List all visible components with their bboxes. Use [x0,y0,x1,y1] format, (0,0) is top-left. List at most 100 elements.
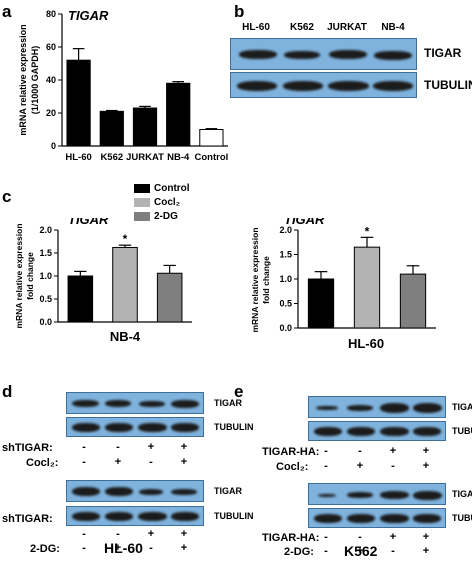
y-tick-label: 1.0 [279,274,292,284]
y-axis-label: mRNA relative expression [14,223,24,328]
chart-title: TIGAR [68,8,109,23]
d1-row2-sign: + [114,456,122,468]
y-axis-label: (1/1000 GAPDH) [30,46,40,115]
row-label-d2-tigar: TIGAR [214,486,242,496]
e2-row2-sign: + [422,545,430,557]
row-label-e2-tubulin: TUBULIN [452,513,472,523]
e2-row2-sign: - [324,545,328,557]
d-cell-line: HL-60 [104,540,143,556]
panel-letter-a: a [2,2,12,21]
bar [353,246,381,329]
y-tick-label: 2.0 [279,225,292,235]
y-tick-label: 1.0 [39,271,52,281]
e2-row1-sign: + [389,531,397,543]
bar [132,107,158,147]
e-cell-line: K562 [344,543,378,559]
row-label-d2-tubulin: TUBULIN [214,511,254,521]
bar [156,272,183,323]
legend-swatch-2dg [134,212,150,221]
blot-d2-tubulin [66,506,204,526]
d2-row2-label: 2-DG: [30,543,60,555]
e2-row1-label: TIGAR-HA: [262,532,320,544]
bar [112,246,138,323]
lane-label-hl60: HL-60 [242,22,270,33]
y-tick-label: 2.0 [39,225,52,235]
bar [307,278,335,329]
legend-label-control: Control [154,183,190,194]
panel-letter-c: c [2,187,12,206]
e2-row1-sign: - [358,531,362,543]
e1-row1-sign: + [389,445,397,457]
d2-row1-sign: + [180,528,188,540]
row-label-e1-tubulin: TUBULIN [452,426,472,436]
blot-d1-tubulin [66,417,204,437]
row-label-d1-tigar: TIGAR [214,398,242,408]
y-tick-label: 40 [46,75,56,85]
bar [66,59,91,147]
panel-c-left-chart: 0.0 0.5 1.0 1.5 2.0 * TIGAR NB-4 mRNA relative e… [14,218,192,344]
blot-e1-tubulin [308,421,446,441]
e1-row2-label: Cocl₂: [276,461,309,473]
y-tick-label: 0.5 [39,294,52,304]
d2-row1-sign: - [82,528,86,540]
chart-title: TIGAR [284,218,325,227]
e2-row1-sign: + [422,531,430,543]
blot-b-tubulin [230,72,417,98]
e1-row1-sign: - [358,445,362,457]
blot-e1-tigar [308,396,446,418]
blot-e2-tigar [308,483,446,505]
e1-row1-sign: + [422,445,430,457]
legend-swatch-cocl2 [134,198,150,207]
d2-row1-sign: + [147,528,155,540]
y-tick-label: 1.5 [39,248,52,258]
d1-row2-sign: - [149,456,153,468]
blot-d1-tigar [66,392,204,414]
e1-row2-sign: - [391,460,395,472]
y-tick-label: 0.5 [279,299,292,309]
bar [199,129,224,147]
e2-row2-label: 2-DG: [284,546,314,558]
e1-row2-sign: + [356,460,364,472]
d1-row1-sign: - [82,441,86,453]
y-tick-label: 1.5 [279,250,292,260]
x-tick-label: K562 [100,152,123,163]
y-axis-label: mRNA relative expression [250,227,260,332]
x-axis-label: NB-4 [110,329,141,344]
legend-label-cocl2: Cocl₂ [154,197,181,208]
bar [166,82,191,147]
y-axis-label: fold change [261,256,271,304]
y-tick-label: 60 [46,42,56,52]
x-tick-label: JURKAT [126,152,164,163]
e1-row1-sign: - [324,445,328,457]
d1-row2-sign: - [82,456,86,468]
d1-row2-sign: + [180,456,188,468]
legend-label-2dg: 2-DG [154,211,178,222]
significance-star: * [123,232,128,246]
panel-a-chart: 0 20 40 60 80 HL-60 K562 JURKAT NB-4 Control TIGAR… [18,8,228,163]
x-axis-label: HL-60 [348,336,384,351]
row-label-tigar: TIGAR [424,46,462,60]
y-tick-label: 20 [46,108,56,118]
lane-label-k562: K562 [290,22,314,33]
d1-row1-sign: + [180,441,188,453]
y-axis-label: mRNA relative expression [18,24,28,135]
e1-row1-label: TIGAR-HA: [262,446,320,458]
lane-label-jurkat: JURKAT [327,22,367,33]
blot-d2-tigar [66,480,204,502]
panel-letter-e: e [234,382,244,401]
lane-label-nb4: NB-4 [381,22,405,33]
x-tick-label: NB-4 [167,152,190,163]
blot-b-tigar [230,38,417,70]
blot-e2-tubulin [308,508,446,528]
d2-row2-sign: - [149,542,153,554]
d1-row1-sign: - [116,441,120,453]
e1-row2-sign: - [324,460,328,472]
panel-letter-b: b [234,2,245,21]
e2-row2-sign: - [391,545,395,557]
bar [99,110,124,147]
panel-letter-d: d [2,382,13,401]
y-tick-label: 0.0 [39,317,52,327]
d2-row1-sign: - [116,528,120,540]
y-tick-label: 0 [51,141,56,151]
d2-row2-sign: + [180,542,188,554]
